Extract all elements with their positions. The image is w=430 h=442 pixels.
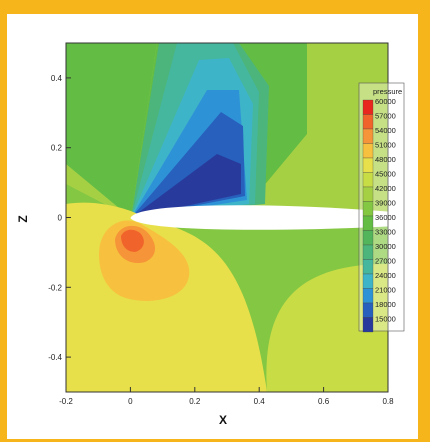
legend-swatch (362, 288, 374, 304)
legend-level-label: 42000 (375, 184, 396, 193)
y-tick-label: 0.2 (51, 144, 63, 153)
legend-level-label: 51000 (375, 141, 396, 150)
legend-level-label: 57000 (375, 112, 396, 121)
legend-level-label: 30000 (375, 242, 396, 251)
legend-title: pressure (373, 87, 402, 96)
legend-level-label: 15000 (375, 315, 396, 324)
x-tick-label: 0.4 (254, 397, 266, 406)
legend-level-label: 60000 (375, 97, 396, 106)
y-tick-label: -0.2 (48, 283, 62, 292)
x-tick-label: 0.2 (189, 397, 201, 406)
pressure-legend: pressure 60000 57000 54000 51000 48000 45000 4… (358, 82, 405, 333)
legend-swatch (362, 244, 374, 260)
legend-level-label: 36000 (375, 213, 396, 222)
legend-swatch (362, 114, 374, 130)
y-tick-label: 0 (58, 214, 63, 223)
legend-swatch (362, 128, 374, 144)
legend-swatch (362, 302, 374, 318)
legend-swatch (362, 186, 374, 202)
legend-swatch (362, 172, 374, 188)
x-tick-label: 0 (128, 397, 133, 406)
x-tick-label: -0.2 (59, 397, 73, 406)
legend-level-label: 48000 (375, 155, 396, 164)
legend-swatch (362, 230, 374, 246)
legend-swatch (362, 143, 374, 159)
y-axis-label: Z (16, 215, 30, 222)
x-axis: -0.2 0 0.2 0.4 0.6 0.8 (59, 387, 394, 406)
x-tick-label: 0.6 (318, 397, 330, 406)
y-axis: 0.4 0.2 0 -0.2 -0.4 (48, 74, 71, 362)
legend-level-label: 24000 (375, 271, 396, 280)
legend-swatch (362, 259, 374, 275)
legend-level-label: 27000 (375, 257, 396, 266)
legend-swatch (362, 317, 374, 333)
y-tick-label: 0.4 (51, 74, 63, 83)
legend-swatch (362, 201, 374, 217)
legend-level-label: 45000 (375, 170, 396, 179)
legend-level-label: 39000 (375, 199, 396, 208)
legend-swatch (362, 99, 374, 115)
pressure-contour-chart: -0.2 0 0.2 0.4 0.6 0.8 0.4 0.2 0 -0.2 -0.4 X Z pr… (16, 42, 405, 427)
legend-level-label: 33000 (375, 228, 396, 237)
legend-level-label: 21000 (375, 286, 396, 295)
chart-frame: -0.2 0 0.2 0.4 0.6 0.8 0.4 0.2 0 -0.2 -0.4 X Z pr… (7, 14, 418, 439)
y-tick-label: -0.4 (48, 353, 62, 362)
x-tick-label: 0.8 (382, 397, 394, 406)
contour-field (66, 43, 388, 392)
legend-swatch (362, 273, 374, 289)
legend-swatch (362, 157, 374, 173)
legend-swatch (362, 215, 374, 231)
legend-level-label: 18000 (375, 300, 396, 309)
legend-level-label: 54000 (375, 126, 396, 135)
x-axis-label: X (219, 413, 227, 427)
